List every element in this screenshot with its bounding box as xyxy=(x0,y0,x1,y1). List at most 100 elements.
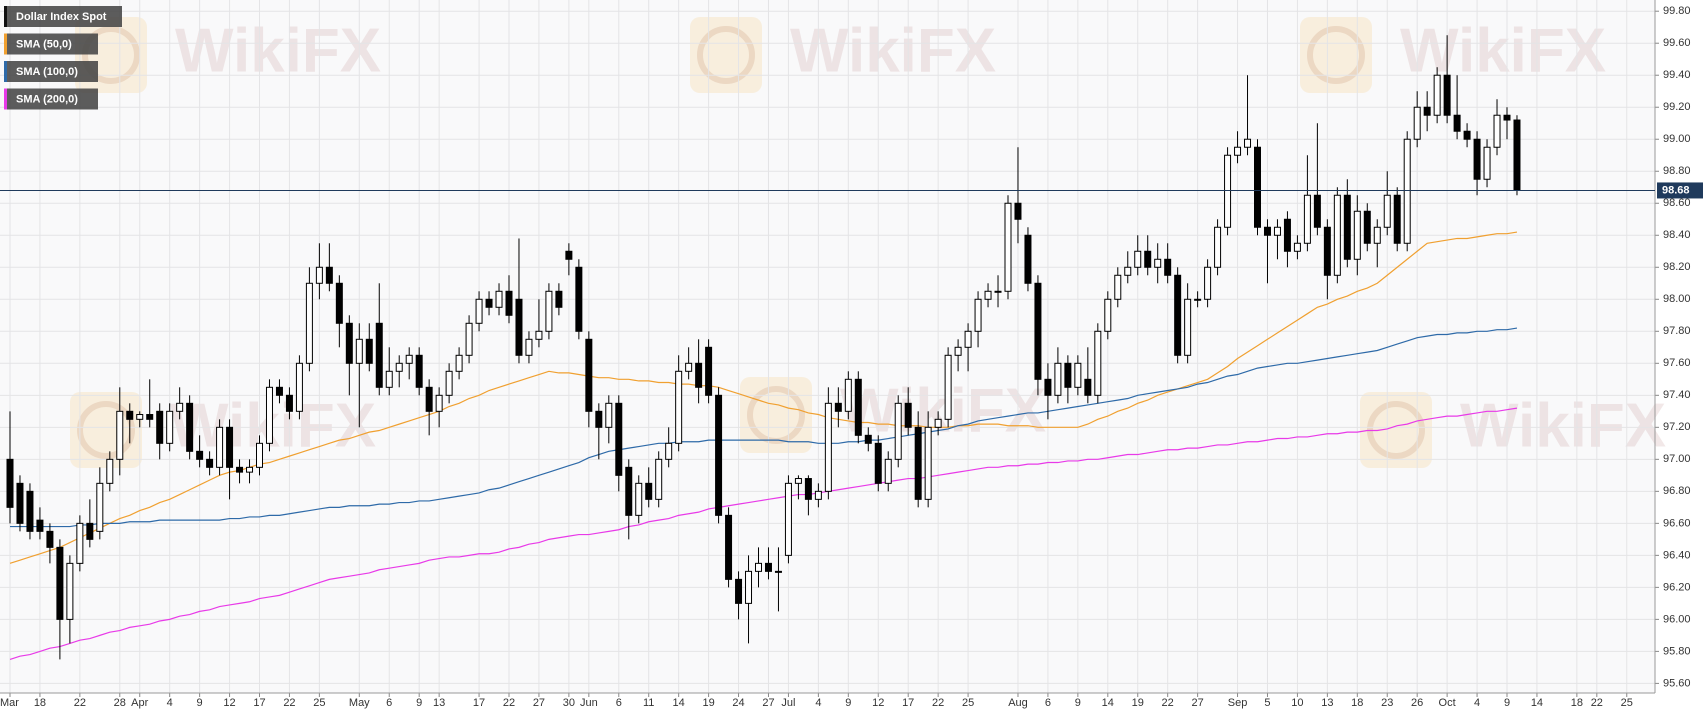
candle-body xyxy=(1244,138,1252,148)
y-tick-label: 96.60 xyxy=(1663,517,1691,529)
candle-body xyxy=(695,362,703,388)
candles xyxy=(6,35,1521,660)
candle-body xyxy=(565,250,573,260)
candle-body xyxy=(1214,226,1222,268)
candle-body xyxy=(1383,194,1391,228)
candle-body xyxy=(874,442,882,484)
candle-body xyxy=(814,490,822,500)
candle-body xyxy=(355,338,363,364)
candle-body xyxy=(1353,210,1361,260)
watermark-icon xyxy=(70,392,142,468)
candle-body xyxy=(66,562,74,620)
x-tick-label: 17 xyxy=(473,697,485,709)
candle-body xyxy=(884,458,892,484)
candle-body xyxy=(545,290,553,332)
legend-box xyxy=(4,88,98,110)
candle-body xyxy=(166,410,174,444)
x-tick-label: 30 xyxy=(563,697,575,709)
candle-body xyxy=(505,290,513,316)
candle-body xyxy=(196,450,204,460)
legend-swatch xyxy=(4,6,7,27)
candle-body xyxy=(1154,258,1162,268)
candle-body xyxy=(1064,362,1072,388)
candle-body xyxy=(1403,138,1411,244)
y-tick-label: 96.80 xyxy=(1663,485,1691,497)
x-tick-label: 9 xyxy=(845,697,851,709)
x-tick-label: Oct xyxy=(1439,697,1456,709)
x-tick-label: 9 xyxy=(1504,697,1510,709)
x-tick-label: 28 xyxy=(114,697,126,709)
y-tick-label: 95.80 xyxy=(1663,645,1691,657)
candle-body xyxy=(984,290,992,300)
candle-body xyxy=(206,458,214,468)
x-tick-label: 6 xyxy=(386,697,392,709)
candle-body xyxy=(485,298,493,308)
candle-body xyxy=(216,426,224,468)
y-tick-label: 98.80 xyxy=(1663,165,1691,177)
x-tick-label: 22 xyxy=(74,697,86,709)
x-tick-label: 18 xyxy=(34,697,46,709)
y-tick-label: 97.20 xyxy=(1663,421,1691,433)
legend-swatch xyxy=(4,88,7,110)
candle-body xyxy=(226,426,234,468)
x-tick-label: 22 xyxy=(503,697,515,709)
candle-body xyxy=(595,410,603,428)
candle-body xyxy=(774,570,782,573)
candle-body xyxy=(575,266,583,332)
x-tick-label: 19 xyxy=(702,697,714,709)
candle-body xyxy=(784,482,792,556)
candle-body xyxy=(56,546,64,620)
candle-body xyxy=(854,378,862,436)
candle-body xyxy=(1124,266,1132,276)
x-tick-label: 18 xyxy=(1351,697,1363,709)
x-tick-label: 4 xyxy=(167,697,173,709)
candle-body xyxy=(1224,154,1232,228)
candle-body xyxy=(1473,138,1481,180)
legend-label: Dollar Index Spot xyxy=(16,11,107,23)
candle-body xyxy=(465,322,473,356)
y-tick-label: 96.20 xyxy=(1663,581,1691,593)
candle-body xyxy=(1204,266,1212,300)
last-price-box xyxy=(1657,182,1703,199)
candle-body xyxy=(415,354,423,388)
candle-body xyxy=(1493,114,1501,148)
candle-body xyxy=(715,394,723,516)
candle-body xyxy=(385,370,393,388)
y-tick-label: 96.40 xyxy=(1663,549,1691,561)
candle-body xyxy=(515,298,523,356)
candle-body xyxy=(1014,202,1022,220)
y-tick-label: 97.80 xyxy=(1663,325,1691,337)
x-tick-label: 27 xyxy=(533,697,545,709)
candle-body xyxy=(186,402,194,452)
candle-body xyxy=(236,466,244,473)
candle-body xyxy=(295,362,303,412)
x-tick-label: 25 xyxy=(1621,697,1633,709)
x-tick-label: 25 xyxy=(313,697,325,709)
plot-background xyxy=(0,0,1655,693)
candle-body xyxy=(844,378,852,412)
candle-body xyxy=(405,354,413,364)
x-tick-label: 12 xyxy=(223,697,235,709)
legend-label: SMA (50,0) xyxy=(16,38,72,50)
candle-body xyxy=(1343,194,1351,260)
candle-body xyxy=(764,562,772,572)
legend-box xyxy=(4,61,98,82)
candle-body xyxy=(755,562,762,572)
candle-body xyxy=(365,338,373,364)
candle-body xyxy=(1513,119,1521,191)
candle-body xyxy=(974,298,982,332)
candle-body xyxy=(934,418,942,428)
x-tick-label: 24 xyxy=(732,697,744,709)
candle-body xyxy=(535,330,543,340)
candle-body xyxy=(1293,242,1301,252)
candle-body xyxy=(1134,250,1142,268)
x-tick-label: 22 xyxy=(1162,697,1174,709)
candle-body xyxy=(1194,298,1202,301)
candle-body xyxy=(256,442,263,468)
candle-body xyxy=(395,362,403,372)
candle-body xyxy=(1333,194,1341,276)
candle-body xyxy=(685,362,693,372)
x-tick-label: 6 xyxy=(616,697,622,709)
candle-body xyxy=(1463,130,1471,140)
